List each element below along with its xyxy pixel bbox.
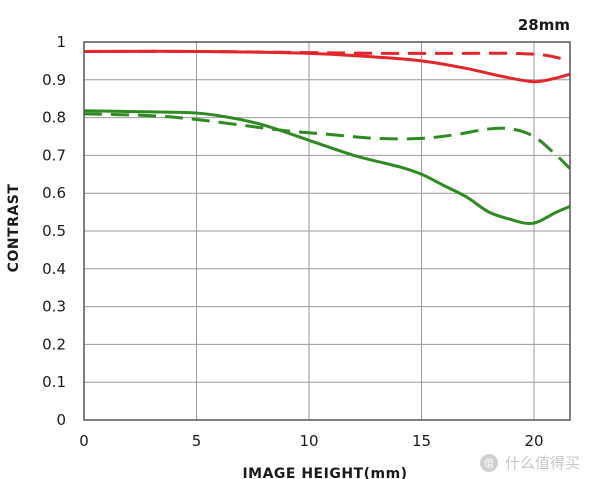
- y-tick-label-0.3: 0.3: [42, 298, 66, 316]
- x-tick-label-5: 5: [192, 432, 202, 450]
- y-tick-label-0.4: 0.4: [42, 260, 66, 278]
- series-line-2: [83, 49, 571, 63]
- x-tick-label-20: 20: [524, 432, 543, 450]
- x-tick-labels: 0 5 10 15 20: [79, 432, 543, 450]
- x-tick-label-0: 0: [79, 432, 89, 450]
- y-tick-label-0: 0: [56, 411, 66, 429]
- watermark-logo-glyph: 值: [484, 457, 494, 470]
- plot-frame: [83, 41, 571, 421]
- series-line-4: [83, 112, 572, 170]
- y-tick-label-1: 1: [56, 33, 66, 51]
- x-tick-label-15: 15: [412, 432, 431, 450]
- watermark: 值 什么值得买: [480, 454, 580, 472]
- chart-title: 28mm: [518, 16, 570, 34]
- y-tick-label-0.1: 0.1: [42, 373, 66, 391]
- y-tick-label-0.2: 0.2: [42, 335, 66, 353]
- y-tick-label-0.6: 0.6: [42, 184, 66, 202]
- y-tick-label-0.9: 0.9: [42, 71, 66, 89]
- y-tick-label-0.7: 0.7: [42, 146, 66, 164]
- y-axis-title: CONTRAST: [6, 184, 22, 273]
- y-tick-label-0.8: 0.8: [42, 109, 66, 127]
- y-tick-labels: 0 0.1 0.2 0.3 0.4 0.5 0.6 0.7 0.8 0.9 1: [42, 33, 66, 429]
- x-tick-label-10: 10: [299, 432, 318, 450]
- grid-lines: [84, 42, 570, 420]
- series-line-3: [83, 109, 571, 226]
- y-tick-label-0.5: 0.5: [42, 222, 66, 240]
- x-axis-title: IMAGE HEIGHT(mm): [242, 466, 407, 479]
- watermark-text: 什么值得买: [505, 454, 580, 472]
- smzdm-logo-icon: [480, 454, 498, 472]
- series-lines: [83, 49, 572, 226]
